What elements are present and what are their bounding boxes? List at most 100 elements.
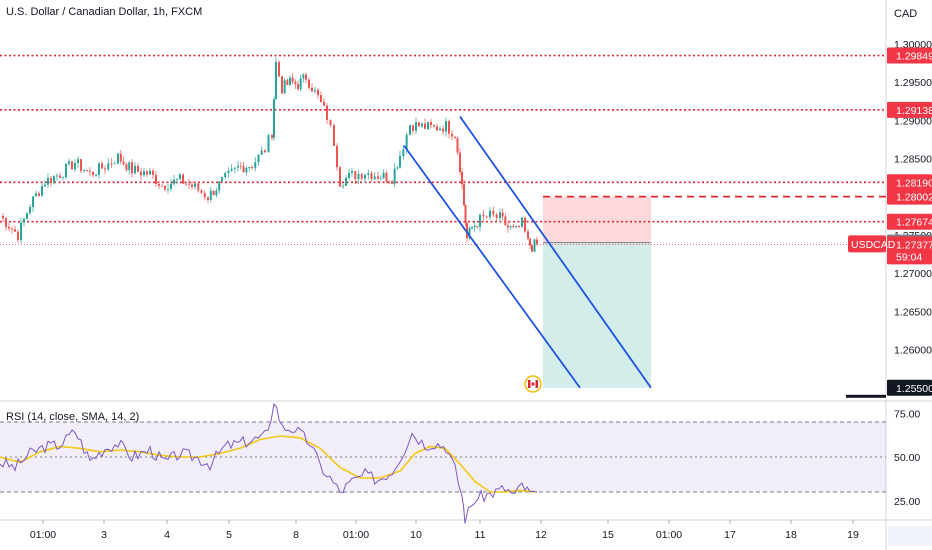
candle-body — [161, 185, 163, 187]
rsi-sma-line — [0, 435, 538, 493]
price-badge[interactable] — [887, 101, 932, 118]
time-tick-label: 11 — [475, 529, 486, 541]
candle-body — [71, 161, 73, 170]
candle-body — [207, 197, 209, 201]
candle-body — [260, 150, 263, 155]
symbol-tag[interactable] — [848, 235, 886, 253]
candle-body — [146, 171, 148, 175]
candle-body — [351, 171, 353, 173]
candle-body — [485, 216, 488, 218]
candle-body — [515, 226, 517, 227]
candle-body — [317, 89, 319, 96]
candle-body — [305, 74, 307, 80]
price-badge-label: 1.28002 — [896, 192, 932, 204]
canada-event-flag[interactable] — [524, 375, 542, 393]
candle-body — [518, 226, 520, 227]
candle-body — [5, 218, 7, 227]
candle-body — [89, 170, 91, 172]
candle-body — [297, 84, 299, 90]
candle-body — [14, 229, 16, 232]
candle-body — [59, 175, 61, 178]
candle-body — [471, 227, 473, 229]
candle-body — [345, 178, 347, 186]
price-badge-label: 1.27674 — [896, 217, 932, 229]
candle-body — [77, 159, 79, 164]
candle-body — [182, 174, 184, 184]
candle-body — [524, 217, 526, 232]
rsi-tick-label: 75.00 — [894, 408, 920, 420]
candle-body — [409, 125, 411, 135]
price-badge[interactable] — [887, 213, 932, 230]
candle-body — [257, 154, 260, 163]
candle-body — [377, 176, 379, 179]
candle-body — [388, 181, 391, 183]
candle-body — [278, 62, 280, 77]
price-badge[interactable] — [887, 188, 932, 205]
candle-body — [456, 137, 459, 153]
settings-corner[interactable] — [888, 526, 932, 546]
candle-body — [367, 173, 370, 176]
candle-body — [218, 181, 221, 191]
candle-body — [308, 79, 310, 88]
symbol-title[interactable]: U.S. Dollar / Canadian Dollar, 1h, FXCM — [6, 6, 203, 18]
target-badge-label: 1.25500 — [896, 383, 932, 395]
channel-upper-line[interactable] — [459, 116, 652, 389]
candle-body — [200, 190, 203, 193]
candle-body — [203, 192, 206, 198]
candle-body — [143, 171, 145, 176]
candle-body — [421, 123, 423, 127]
candle-body — [254, 162, 257, 169]
candle-body — [289, 77, 291, 85]
price-tick-label: 1.26500 — [894, 306, 932, 318]
candle-body — [333, 125, 335, 146]
symbol-tag-label: USDCAD — [851, 239, 896, 251]
horizontal-levels[interactable] — [0, 54, 886, 245]
candle-body — [495, 214, 498, 218]
candle-body — [336, 145, 338, 168]
candle-body — [299, 78, 302, 90]
candle-body — [173, 179, 175, 184]
candle-body — [424, 123, 426, 129]
candle-body — [140, 171, 142, 176]
candle-body — [110, 163, 113, 165]
candle-body — [402, 149, 405, 156]
candle-body — [155, 174, 157, 185]
candle-body — [393, 168, 396, 184]
rsi-title[interactable]: RSI (14, close, SMA, 14, 2) — [6, 411, 140, 423]
price-badge[interactable] — [887, 47, 932, 64]
flag-band-left — [528, 380, 531, 388]
time-tick-label: 12 — [535, 529, 547, 541]
candle-body — [17, 231, 19, 241]
candle-body — [348, 172, 350, 179]
candle-body — [65, 163, 67, 178]
candle-body — [311, 87, 313, 92]
candle-body — [11, 228, 13, 230]
candle-body — [291, 77, 294, 82]
time-tick-label: 5 — [226, 529, 232, 541]
stop-loss-zone[interactable] — [543, 196, 651, 243]
candle-body — [68, 161, 70, 164]
price-badge[interactable] — [887, 174, 932, 191]
candle-body — [448, 121, 450, 134]
candle-body — [101, 163, 103, 169]
candle-body — [482, 214, 485, 217]
time-tick-label: 8 — [293, 529, 299, 541]
price-tick-label: 1.28500 — [894, 154, 932, 166]
candle-body — [134, 166, 136, 174]
candle-body — [2, 216, 4, 219]
price-badge-label: 1.28190 — [896, 177, 932, 189]
candle-body — [197, 183, 200, 191]
candle-body — [504, 216, 507, 226]
price-axis[interactable]: 1.300001.295001.290001.285001.280001.275… — [846, 39, 932, 508]
time-axis[interactable]: 01:00 3 4 5 8 01:00 10 11 12 15 01:00 17 18 19 — [30, 520, 932, 546]
last-price-badge[interactable] — [887, 236, 932, 265]
candle-body — [122, 161, 125, 165]
target-badge[interactable] — [887, 379, 932, 396]
channel-lower-line[interactable] — [403, 145, 581, 389]
descending-channel[interactable] — [403, 116, 652, 393]
candle-body — [26, 213, 28, 219]
time-tick-label: 15 — [602, 529, 614, 541]
